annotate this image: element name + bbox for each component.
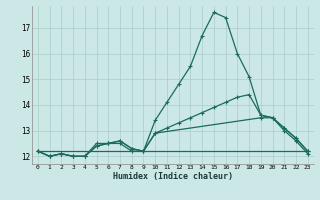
X-axis label: Humidex (Indice chaleur): Humidex (Indice chaleur) [113,172,233,181]
